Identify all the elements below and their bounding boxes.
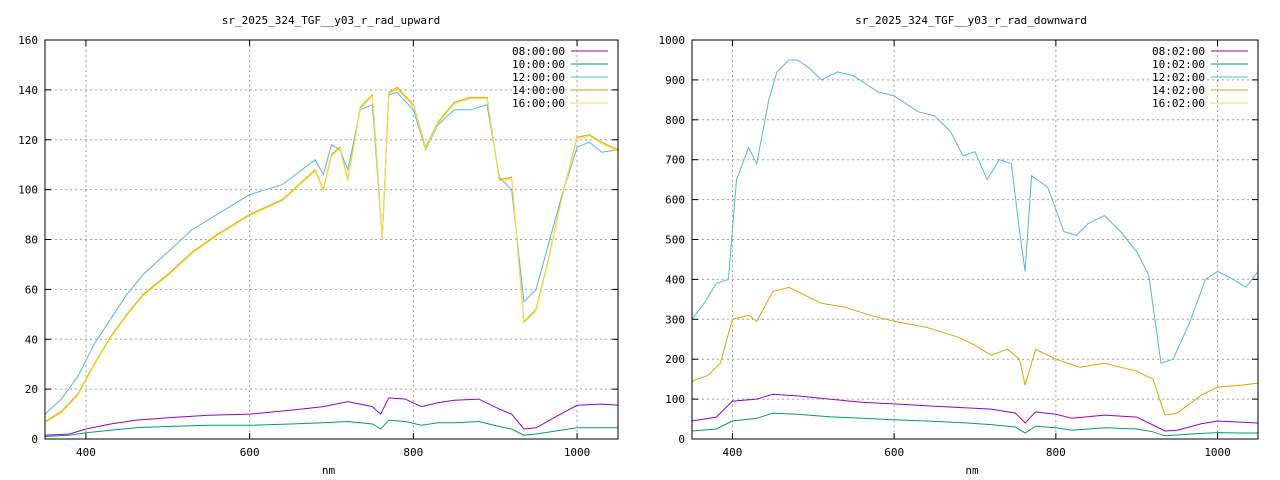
y-tick-label: 100 bbox=[665, 393, 685, 406]
legend-label: 08:02:00 bbox=[1152, 45, 1205, 58]
y-tick-label: 400 bbox=[665, 273, 685, 286]
y-tick-label: 20 bbox=[25, 383, 38, 396]
x-tick-label: 1000 bbox=[1204, 446, 1231, 459]
series-line-10-02-00 bbox=[691, 412, 1258, 437]
y-tick-label: 500 bbox=[665, 234, 685, 247]
y-tick-label: 140 bbox=[18, 84, 38, 97]
x-tick-label: 400 bbox=[722, 446, 742, 459]
series-line-08-02-00 bbox=[691, 393, 1259, 432]
series-line-08-00-00 bbox=[44, 397, 619, 436]
y-tick-label: 60 bbox=[25, 283, 38, 296]
y-tick-label: 900 bbox=[665, 74, 685, 87]
legend-label: 14:00:00 bbox=[512, 84, 565, 97]
legend-label: 16:00:00 bbox=[512, 97, 565, 110]
upward-chart-panel: sr_2025_324_TGF__y03_r_rad_upward 400 600 8… bbox=[18, 14, 619, 477]
x-tick-label: 1000 bbox=[564, 446, 591, 459]
y-tick-label: 800 bbox=[665, 114, 685, 127]
plot-frame bbox=[691, 39, 1259, 440]
x-tick-label: 800 bbox=[403, 446, 423, 459]
x-axis-label: nm bbox=[322, 464, 336, 477]
x-tick-label: 600 bbox=[884, 446, 904, 459]
plot-frame bbox=[44, 39, 619, 440]
series-line-12-02-00 bbox=[691, 59, 1259, 364]
series-line-14-00-00 bbox=[44, 86, 619, 422]
legend-label: 10:02:00 bbox=[1152, 58, 1205, 71]
series-line-10-00-00 bbox=[44, 419, 618, 437]
y-tick-label: 80 bbox=[25, 234, 38, 247]
y-tick-label: 600 bbox=[665, 194, 685, 207]
y-tick-label: 100 bbox=[18, 184, 38, 197]
legend-label: 12:02:00 bbox=[1152, 71, 1205, 84]
series-line-12-00-00 bbox=[44, 91, 619, 415]
x-axis-label: nm bbox=[965, 464, 979, 477]
y-tick-label: 700 bbox=[665, 154, 685, 167]
series-line-16-00-00 bbox=[44, 87, 619, 424]
y-tick-label: 160 bbox=[18, 34, 38, 47]
legend-label: 16:02:00 bbox=[1152, 97, 1205, 110]
y-tick-label: 0 bbox=[31, 433, 38, 446]
chart-title: sr_2025_324_TGF__y03_r_rad_upward bbox=[222, 14, 441, 27]
y-tick-label: 120 bbox=[18, 134, 38, 147]
y-tick-label: 300 bbox=[665, 313, 685, 326]
downward-chart-panel: sr_2025_324_TGF__y03_r_rad_downward 400 60… bbox=[640, 0, 1280, 480]
x-tick-label: 600 bbox=[240, 446, 260, 459]
legend-label: 10:00:00 bbox=[512, 58, 565, 71]
chart-svg: sr_2025_324_TGF__y03_r_rad_downward 400 60… bbox=[659, 14, 1259, 477]
legend-label: 12:00:00 bbox=[512, 71, 565, 84]
legend-label: 14:02:00 bbox=[1152, 84, 1205, 97]
chart-title: sr_2025_324_TGF__y03_r_rad_downward bbox=[855, 14, 1087, 27]
y-tick-label: 40 bbox=[25, 333, 38, 346]
x-tick-label: 400 bbox=[76, 446, 96, 459]
x-tick-label: 800 bbox=[1046, 446, 1066, 459]
y-tick-label: 0 bbox=[678, 433, 685, 446]
y-tick-label: 200 bbox=[665, 353, 685, 366]
series-line-14-02-00 bbox=[691, 286, 1259, 416]
y-tick-label: 1000 bbox=[659, 34, 686, 47]
legend-label: 08:00:00 bbox=[512, 45, 565, 58]
